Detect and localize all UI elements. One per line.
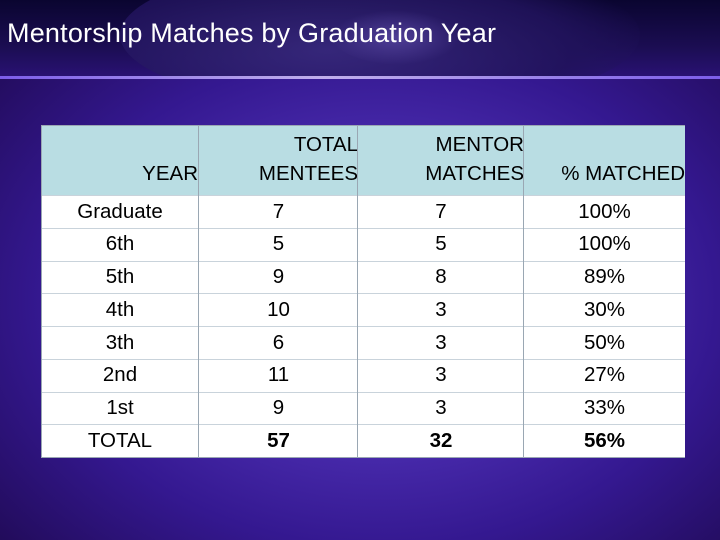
header-line: % MATCHED: [561, 162, 685, 185]
table-cell: 8: [358, 260, 524, 294]
table-cell: 100%: [524, 195, 685, 228]
header-line: MENTOR: [435, 133, 524, 156]
title-underline: [0, 76, 720, 79]
column-year: YEAR Graduate 6th 5th 4th 3th 2nd 1st TOTAL: [42, 126, 198, 457]
header-pct-matched: % MATCHED: [524, 126, 685, 195]
table-cell: 11: [199, 358, 358, 392]
table-cell: 3: [358, 326, 524, 359]
table-cell: 3: [358, 358, 524, 392]
header-line: MATCHES: [425, 162, 524, 185]
header-mentor-matches: MENTOR MATCHES: [358, 126, 524, 195]
mentorship-table: YEAR Graduate 6th 5th 4th 3th 2nd 1st TOTAL TOTA…: [41, 125, 685, 458]
continent-graphic: [330, 10, 460, 65]
header-line: YEAR: [142, 162, 198, 185]
table-cell: 3: [358, 293, 524, 326]
table-cell: 6: [199, 326, 358, 359]
column-pct-matched: % MATCHED 100% 100% 89% 30% 50% 27% 33% 56%: [523, 126, 685, 457]
table-cell: 5th: [42, 260, 198, 294]
header-line: TOTAL: [293, 133, 358, 156]
table-cell: 5: [358, 227, 524, 261]
table-cell: 50%: [524, 326, 685, 359]
header-line: MENTEES: [258, 162, 358, 185]
total-cell: 32: [358, 424, 524, 457]
table-cell: 3th: [42, 326, 198, 359]
table-cell: 30%: [524, 293, 685, 326]
total-cell: 57: [199, 424, 358, 457]
slide-title: Mentorship Matches by Graduation Year: [7, 18, 497, 48]
table-cell: 7: [358, 195, 524, 228]
table-cell: 89%: [524, 260, 685, 294]
table-cell: 4th: [42, 293, 198, 326]
total-cell: 56%: [524, 424, 685, 457]
header-year: YEAR: [42, 126, 198, 195]
table-cell: 3: [358, 391, 524, 425]
table-cell: 9: [199, 260, 358, 294]
table-cell: 9: [199, 391, 358, 425]
table-cell: 10: [199, 293, 358, 326]
column-mentor-matches: MENTOR MATCHES 7 5 8 3 3 3 3 32: [357, 126, 524, 457]
header-total-mentees: TOTAL MENTEES: [199, 126, 358, 195]
table-cell: 27%: [524, 358, 685, 392]
table-cell: 100%: [524, 227, 685, 261]
table-cell: 6th: [42, 227, 198, 261]
table-cell: 33%: [524, 391, 685, 425]
total-cell: TOTAL: [42, 424, 198, 457]
table-cell: 1st: [42, 391, 198, 425]
table-cell: 7: [199, 195, 358, 228]
table-cell: 5: [199, 227, 358, 261]
table-cell: 2nd: [42, 358, 198, 392]
title-band: [0, 0, 720, 78]
column-total-mentees: TOTAL MENTEES 7 5 9 10 6 11 9 57: [198, 126, 358, 457]
table-cell: Graduate: [42, 195, 198, 228]
